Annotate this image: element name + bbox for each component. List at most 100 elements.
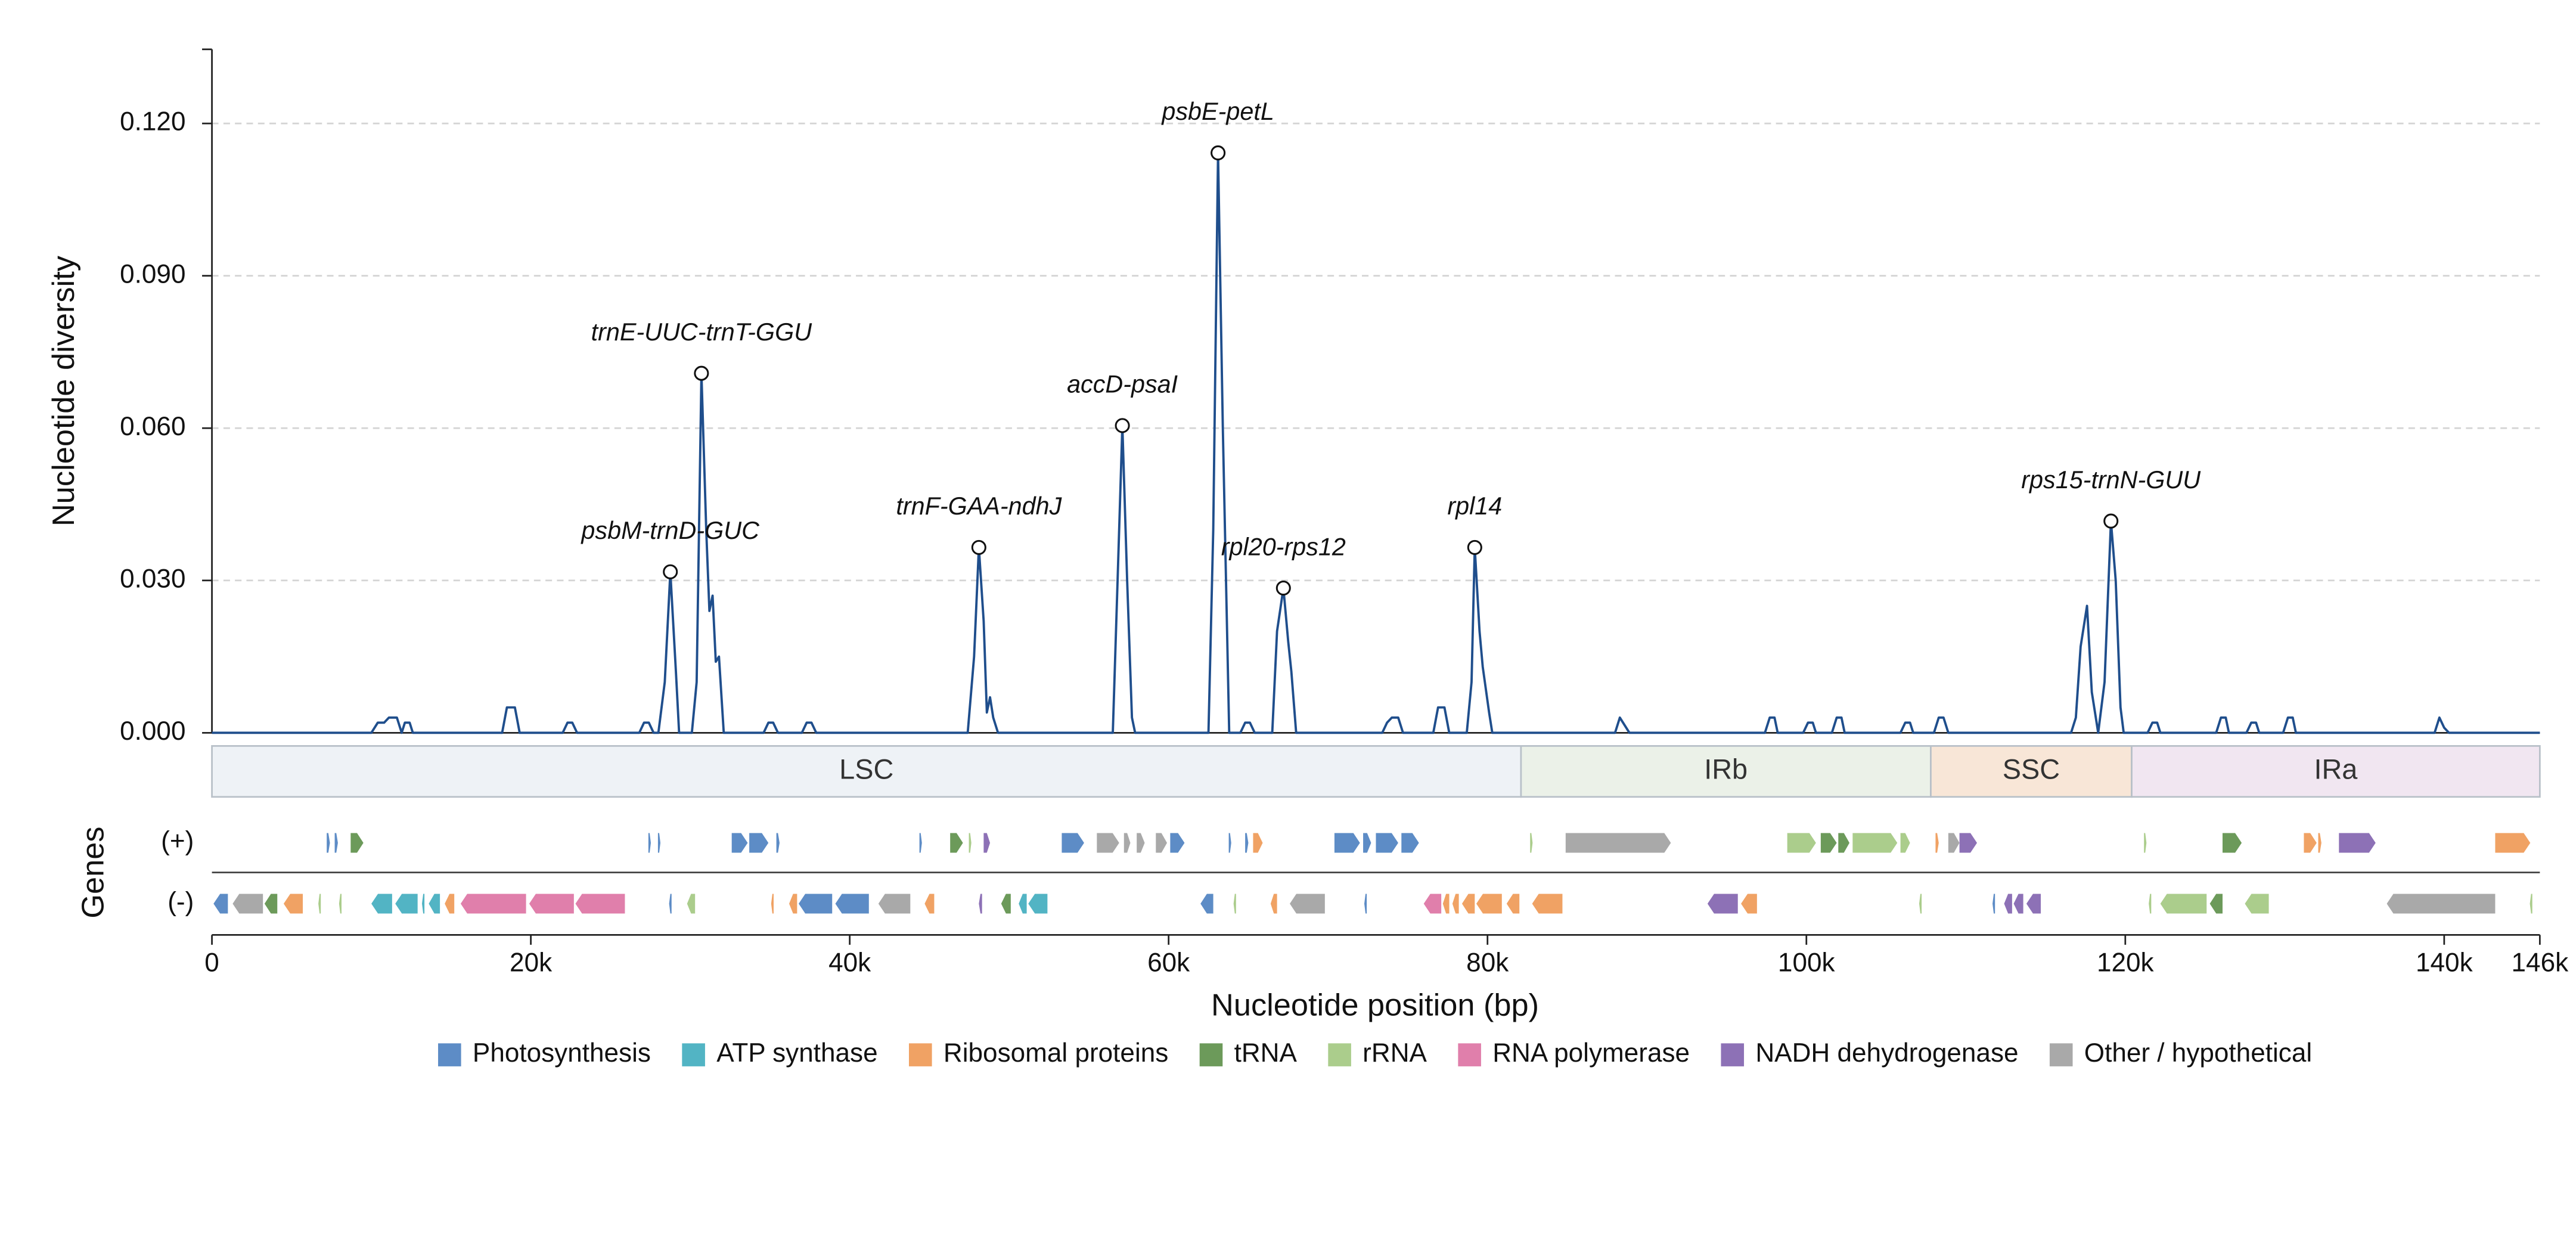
strand-label: (+) [161,827,194,856]
peak-marker [1467,539,1482,555]
region-label: SSC [2003,753,2060,784]
gene-arrow [776,833,780,853]
gene-arrow [2386,894,2496,914]
gene-arrow [2245,894,2269,914]
gene-arrow [1787,833,1816,853]
gene-arrow [1156,833,1168,853]
gene-arrow [1707,894,1738,914]
gene-arrow [1170,833,1185,853]
region-label: IRa [2314,753,2358,784]
x-tick-label: 80k [1466,948,1509,978]
legend-label: Ribosomal proteins [944,1038,1168,1068]
gene-arrow [1228,833,1231,853]
gene-arrow [2222,833,2242,853]
gene-arrow [1530,833,1533,853]
gene-arrow [213,894,228,914]
peak-label: psbE-petL [1160,98,1274,125]
x-tick-label: 0 [204,948,219,978]
genes-label: Genes [76,826,111,918]
gene-arrow [1019,894,1027,914]
gene-arrow [575,894,625,914]
region-label: IRb [1704,753,1748,784]
gene-arrow [1423,894,1442,914]
gene-arrow [1741,894,1757,914]
gene-arrow [1363,833,1371,853]
gene-arrow [232,894,263,914]
peak-marker [1115,418,1130,433]
gene-arrow [1200,894,1213,914]
gene-arrow [1852,833,1898,853]
gene-arrow [1532,894,1563,914]
peak-label: rpl20-rps12 [1221,533,1346,560]
gene-arrow [1919,894,1922,914]
gene-arrow [1838,833,1849,853]
gene-arrow [835,894,869,914]
legend-label: Photosynthesis [473,1038,651,1068]
gene-arrow [445,894,455,914]
legend-swatch [2049,1043,2073,1066]
gene-arrow [731,833,748,853]
gene-arrow [878,894,911,914]
gene-arrow [2339,833,2376,853]
gene-arrow [1461,894,1475,914]
gene-arrow [2318,833,2321,853]
gene-arrow [1290,894,1325,914]
y-tick-label: 0.120 [120,107,185,137]
gene-arrow [983,833,991,853]
gene-arrow [1992,894,1995,914]
legend-label: ATP synthase [716,1038,877,1068]
gene-arrow [1364,894,1367,914]
x-tick-label: 100k [1778,948,1836,978]
gene-arrow [2495,833,2531,853]
peak-marker [1211,145,1226,161]
region-bar [1520,745,1932,798]
gene-arrow [1900,833,1910,853]
x-tick-label: 140k [2416,948,2473,978]
gene-arrow [687,894,696,914]
gene-arrow [2530,894,2532,914]
gene-arrow [1028,894,1048,914]
legend-swatch [682,1043,705,1066]
peak-label: trnE-UUC-trnT-GGU [591,318,813,346]
gene-arrow [657,833,661,853]
legend-swatch [909,1043,932,1066]
legend-label: rRNA [1363,1038,1427,1068]
strand-label: (-) [167,888,194,917]
gene-arrow [1270,894,1277,914]
gene-arrow [669,894,672,914]
y-axis-label: Nucleotide diversity [46,255,81,526]
gene-arrow [2144,833,2147,853]
peak-marker [1275,581,1291,596]
gene-arrow [339,894,342,914]
x-tick-label: 120k [2097,948,2155,978]
gene-arrow [950,833,963,853]
peak-marker [663,564,678,579]
gene-arrow [1820,833,1837,853]
gene-arrow [1001,894,1011,914]
gene-arrow [1097,833,1119,853]
legend-swatch [1458,1043,1481,1066]
gene-arrow [749,833,769,853]
gene-arrow [1245,833,1249,853]
gene-arrow [1401,833,1419,853]
region-bar [2131,745,2541,798]
y-tick-label: 0.090 [120,259,185,289]
gene-arrow [2004,894,2012,914]
gene-arrow [771,894,774,914]
gene-arrow [979,894,982,914]
legend-label: NADH dehydrogenase [1755,1038,2018,1068]
gene-arrow [1442,894,1450,914]
gene-arrow [919,833,922,853]
gene-arrow [334,833,338,853]
x-tick-label: 40k [828,948,871,978]
gene-arrow [2209,894,2223,914]
gene-arrow [648,833,651,853]
peak-label: rps15-trnN-GUU [2021,466,2201,494]
region-bar [211,745,1522,798]
gene-arrow [1233,894,1236,914]
peak-label: trnF-GAA-ndhJ [896,492,1062,520]
x-tick-label: 20k [510,948,553,978]
gene-arrow [1452,894,1459,914]
gene-arrow [1565,833,1671,853]
